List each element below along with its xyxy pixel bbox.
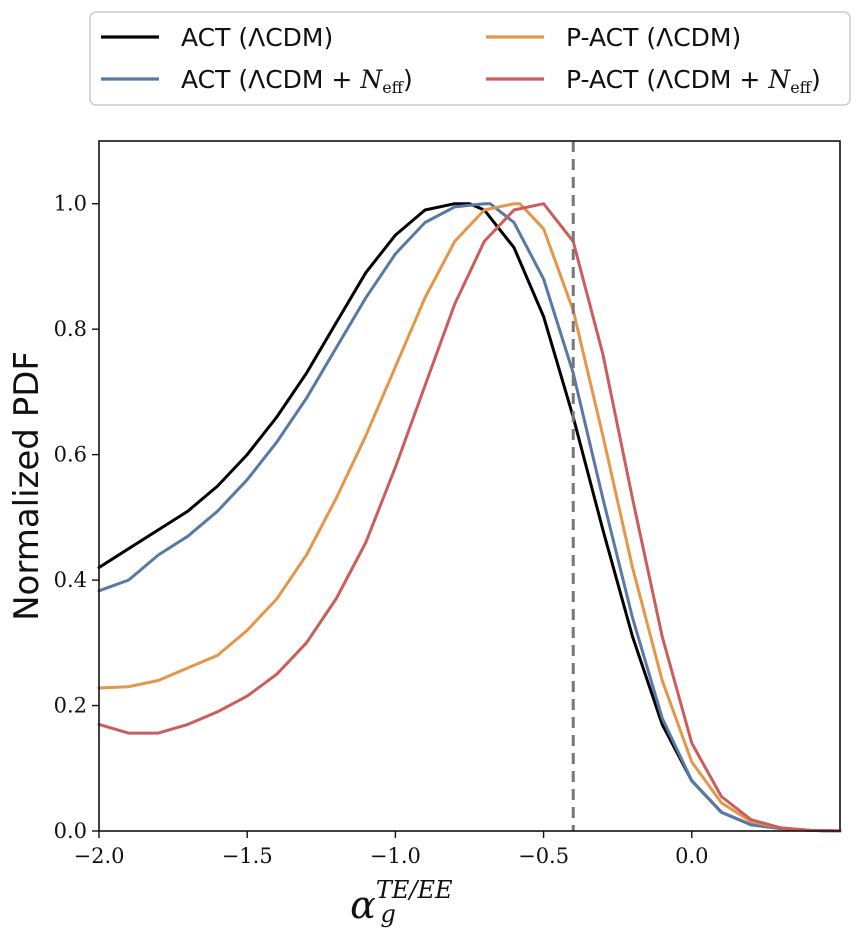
y-tick-label: 0.8	[54, 317, 87, 341]
y-tick-label: 0.4	[54, 568, 87, 592]
legend-label-3: P-ACT (ΛCDM)	[566, 23, 741, 52]
series-line-4	[97, 202, 842, 833]
y-tick-label: 0.6	[54, 443, 87, 467]
x-axis-label-superscript: TE/EE	[376, 876, 453, 904]
x-tick-label: −2.0	[74, 844, 125, 868]
plot-frame	[98, 140, 841, 832]
y-tick-label: 0.2	[54, 694, 87, 718]
x-tick-label: −0.5	[518, 844, 569, 868]
y-tick-label: 0.0	[54, 819, 87, 843]
legend-label-1: ACT (ΛCDM)	[181, 23, 333, 52]
x-tick-label: −1.0	[370, 844, 421, 868]
x-axis-label: αTE/EE g	[350, 876, 453, 928]
legend-label-2: ACT (ΛCDM + Neff)	[181, 65, 413, 97]
x-axis-ticks: −2.0 −1.5 −1.0 −0.5 0.0	[74, 831, 709, 868]
x-axis-label-base: α	[350, 883, 376, 927]
y-axis-ticks: 0.0 0.2 0.4 0.6 0.8 1.0	[54, 192, 99, 843]
legend: ACT (ΛCDM) ACT (ΛCDM + Neff) P-ACT (ΛCDM) P…	[89, 11, 851, 106]
legend-label-4: P-ACT (ΛCDM + Neff)	[566, 65, 821, 97]
plot-series	[97, 202, 842, 833]
y-axis-label: Normalized PDF	[7, 351, 47, 621]
y-tick-label: 1.0	[54, 192, 87, 216]
legend-box	[89, 11, 851, 106]
series-line-3	[97, 202, 842, 833]
x-axis-label-subscript: g	[380, 900, 395, 928]
x-tick-label: −1.5	[222, 844, 273, 868]
x-tick-label: 0.0	[675, 844, 708, 868]
series-line-2	[97, 202, 842, 833]
